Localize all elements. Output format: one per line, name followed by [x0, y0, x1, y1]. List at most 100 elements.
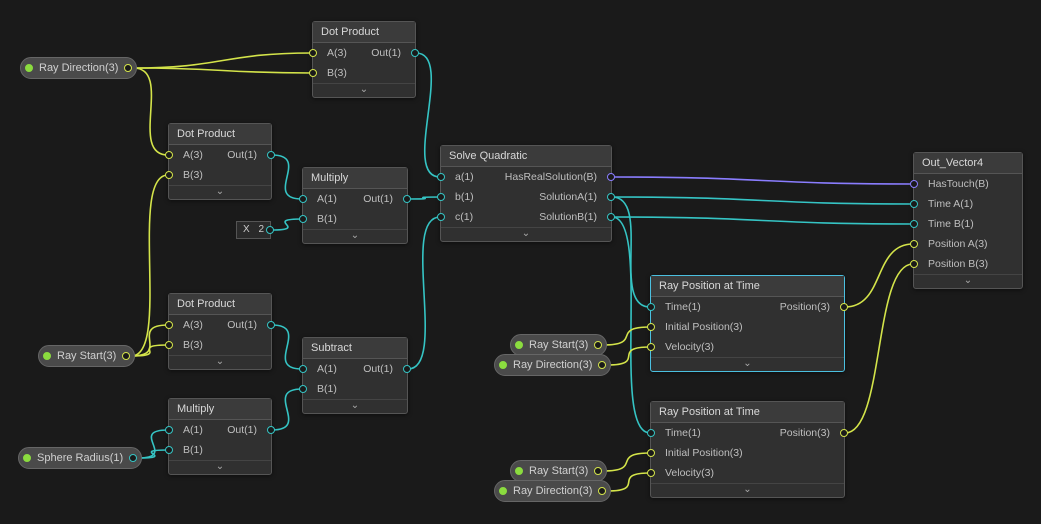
socket-icon[interactable]	[594, 467, 602, 475]
input-socket-icon[interactable]	[910, 240, 918, 248]
expand-icon[interactable]: ⌄	[169, 185, 271, 199]
input-pill-ray-start-2[interactable]: Ray Start(3)	[510, 334, 607, 356]
input-label: A(1)	[317, 189, 337, 209]
output-socket-icon[interactable]	[267, 151, 275, 159]
input-socket-icon[interactable]	[165, 426, 173, 434]
input-socket-icon[interactable]	[165, 151, 173, 159]
node-title[interactable]: Multiply	[169, 399, 271, 420]
node-mul2[interactable]: MultiplyA(1)Out(1)B(1)⌄	[168, 398, 272, 475]
expand-icon[interactable]: ⌄	[914, 274, 1022, 288]
expand-icon[interactable]: ⌄	[303, 399, 407, 413]
expand-icon[interactable]: ⌄	[313, 83, 415, 97]
expand-icon[interactable]: ⌄	[169, 355, 271, 369]
input-socket-icon[interactable]	[309, 49, 317, 57]
expand-icon[interactable]: ⌄	[169, 460, 271, 474]
socket-icon	[515, 467, 523, 475]
input-socket-icon[interactable]	[299, 365, 307, 373]
input-label: B(1)	[317, 209, 337, 229]
node-title[interactable]: Multiply	[303, 168, 407, 189]
input-socket-icon[interactable]	[299, 385, 307, 393]
node-raypos1[interactable]: Ray Position at TimeTime(1)Position(3)In…	[650, 275, 845, 372]
expand-icon[interactable]: ⌄	[303, 229, 407, 243]
input-label: Initial Position(3)	[665, 443, 743, 463]
input-socket-icon[interactable]	[647, 449, 655, 457]
input-socket-icon[interactable]	[647, 469, 655, 477]
output-socket-icon[interactable]	[403, 365, 411, 373]
node-title[interactable]: Ray Position at Time	[651, 276, 844, 297]
input-pill-ray-start-3[interactable]: Ray Start(3)	[510, 460, 607, 482]
output-socket-icon[interactable]	[840, 429, 848, 437]
node-title[interactable]: Out_Vector4	[914, 153, 1022, 174]
output-socket-icon[interactable]	[607, 173, 615, 181]
input-socket-icon[interactable]	[910, 200, 918, 208]
constant-two[interactable]: X 2	[236, 221, 271, 239]
input-socket-icon[interactable]	[647, 429, 655, 437]
input-pill-ray-direction-3[interactable]: Ray Direction(3)	[494, 480, 611, 502]
node-title[interactable]: Dot Product	[313, 22, 415, 43]
output-socket-icon[interactable]	[607, 213, 615, 221]
expand-icon[interactable]: ⌄	[651, 357, 844, 371]
input-socket-icon[interactable]	[165, 341, 173, 349]
input-socket-icon[interactable]	[309, 69, 317, 77]
wire	[272, 325, 302, 369]
input-socket-icon[interactable]	[437, 193, 445, 201]
node-solve[interactable]: Solve Quadratica(1)HasRealSolution(B)b(1…	[440, 145, 612, 242]
input-socket-icon[interactable]	[910, 220, 918, 228]
input-pill-ray-start[interactable]: Ray Start(3)	[38, 345, 135, 367]
socket-icon[interactable]	[598, 361, 606, 369]
input-pill-ray-direction-2[interactable]: Ray Direction(3)	[494, 354, 611, 376]
node-title[interactable]: Dot Product	[169, 124, 271, 145]
input-label: b(1)	[455, 187, 474, 207]
input-label: B(1)	[317, 379, 337, 399]
node-outv4[interactable]: Out_Vector4HasTouch(B)Time A(1)Time B(1)…	[913, 152, 1023, 289]
wire	[416, 53, 440, 177]
output-label: Position(3)	[780, 423, 830, 443]
socket-icon[interactable]	[129, 454, 137, 462]
output-socket-icon[interactable]	[607, 193, 615, 201]
input-socket-icon[interactable]	[647, 343, 655, 351]
expand-icon[interactable]: ⌄	[651, 483, 844, 497]
input-socket-icon[interactable]	[165, 446, 173, 454]
input-socket-icon[interactable]	[647, 303, 655, 311]
expand-icon[interactable]: ⌄	[441, 227, 611, 241]
input-socket-icon[interactable]	[647, 323, 655, 331]
input-socket-icon[interactable]	[165, 321, 173, 329]
socket-icon[interactable]	[122, 352, 130, 360]
input-label: Time B(1)	[928, 214, 974, 234]
output-socket-icon[interactable]	[403, 195, 411, 203]
output-socket-icon[interactable]	[840, 303, 848, 311]
output-socket-icon[interactable]	[267, 426, 275, 434]
input-socket-icon[interactable]	[910, 180, 918, 188]
input-socket-icon[interactable]	[910, 260, 918, 268]
node-dot1[interactable]: Dot ProductA(3)Out(1)B(3)⌄	[312, 21, 416, 98]
socket-icon[interactable]	[594, 341, 602, 349]
pill-label: Ray Start(3)	[529, 339, 588, 351]
input-label: A(1)	[183, 420, 203, 440]
input-socket-icon[interactable]	[437, 213, 445, 221]
input-pill-sphere-radius[interactable]: Sphere Radius(1)	[18, 447, 142, 469]
wire	[138, 430, 168, 458]
node-dot3[interactable]: Dot ProductA(3)Out(1)B(3)⌄	[168, 293, 272, 370]
input-pill-ray-direction[interactable]: Ray Direction(3)	[20, 57, 137, 79]
node-sub[interactable]: SubtractA(1)Out(1)B(1)⌄	[302, 337, 408, 414]
input-socket-icon[interactable]	[299, 195, 307, 203]
node-title[interactable]: Solve Quadratic	[441, 146, 611, 167]
node-dot2[interactable]: Dot ProductA(3)Out(1)B(3)⌄	[168, 123, 272, 200]
input-socket-icon[interactable]	[299, 215, 307, 223]
socket-icon[interactable]	[598, 487, 606, 495]
node-mul1[interactable]: MultiplyA(1)Out(1)B(1)⌄	[302, 167, 408, 244]
input-socket-icon[interactable]	[165, 171, 173, 179]
input-socket-icon[interactable]	[437, 173, 445, 181]
output-label: Out(1)	[371, 43, 401, 63]
node-title[interactable]: Subtract	[303, 338, 407, 359]
node-title[interactable]: Dot Product	[169, 294, 271, 315]
output-label: HasRealSolution(B)	[505, 167, 597, 187]
node-title[interactable]: Ray Position at Time	[651, 402, 844, 423]
socket-icon[interactable]	[124, 64, 132, 72]
node-raypos2[interactable]: Ray Position at TimeTime(1)Position(3)In…	[650, 401, 845, 498]
output-socket-icon[interactable]	[267, 321, 275, 329]
socket-icon[interactable]	[266, 226, 274, 234]
wires-layer	[0, 0, 1041, 524]
output-socket-icon[interactable]	[411, 49, 419, 57]
socket-icon	[23, 454, 31, 462]
